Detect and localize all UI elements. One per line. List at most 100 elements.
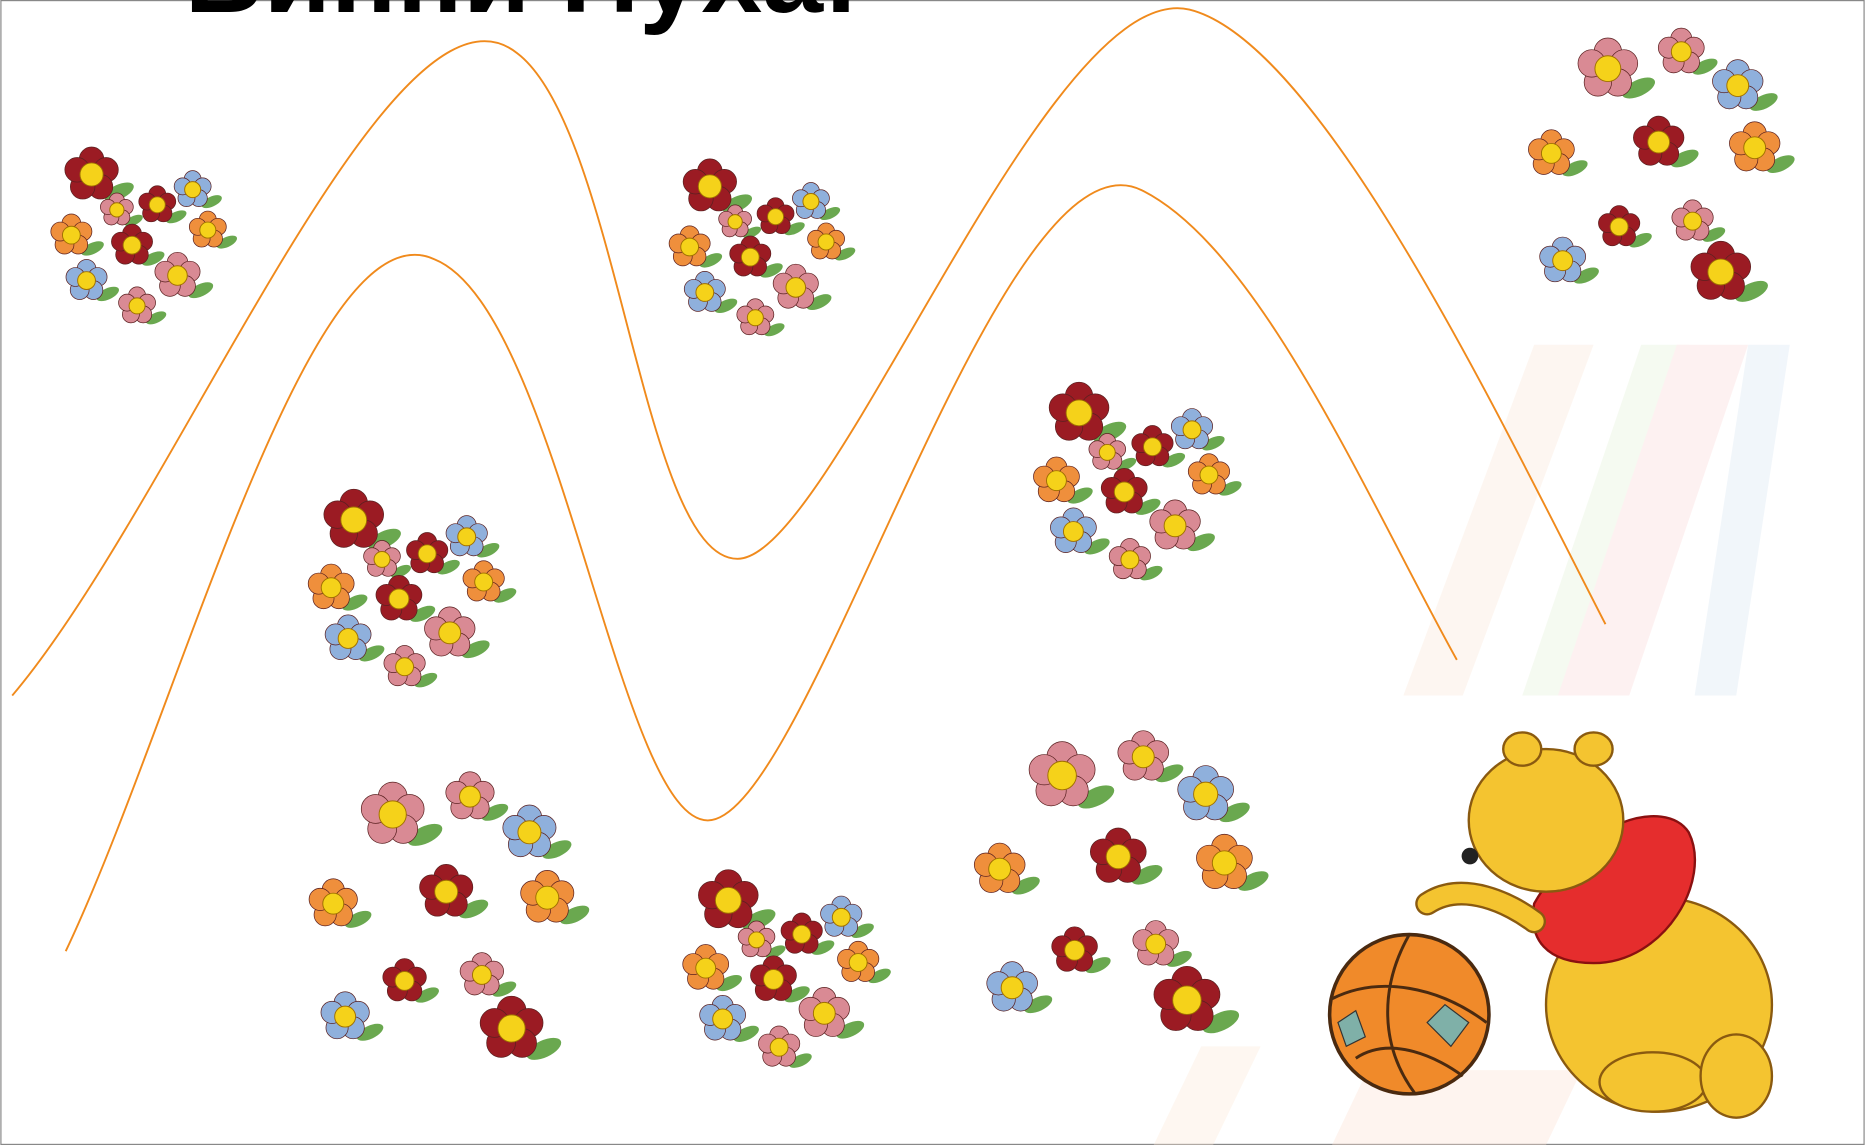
leaf [481, 803, 509, 821]
leaf [784, 222, 805, 236]
flower [360, 781, 443, 846]
flower [973, 842, 1040, 895]
flower [324, 614, 385, 662]
path-curve [11, 7, 1607, 697]
flower-center [378, 800, 407, 829]
flower-center [767, 208, 785, 226]
leaf [96, 286, 119, 302]
leaf [216, 235, 238, 249]
leaf [836, 1020, 865, 1039]
flower [668, 225, 723, 268]
flower [756, 197, 805, 236]
flower [173, 170, 222, 209]
flower [1089, 827, 1163, 885]
flower-center [474, 572, 494, 592]
leaf [1084, 538, 1110, 555]
flower-cluster [1528, 27, 1795, 302]
leaf [1162, 452, 1186, 468]
flower-center [457, 527, 477, 547]
flower [1108, 538, 1163, 581]
ball-patch [1337, 1009, 1367, 1048]
flower [375, 574, 436, 622]
leaf [714, 298, 738, 314]
flower-center [122, 235, 142, 255]
leaf [407, 823, 443, 846]
flower-center [459, 785, 481, 808]
flower [1177, 765, 1250, 823]
flower-center [373, 550, 391, 568]
flower-center [77, 271, 96, 290]
leaf [1187, 533, 1215, 552]
flower [50, 213, 104, 256]
leaf [1766, 155, 1795, 174]
flower-center [785, 277, 807, 298]
flower [111, 223, 165, 266]
leaf [1735, 280, 1768, 302]
flower [479, 995, 562, 1060]
flower-center [334, 1005, 357, 1028]
flower-center [1172, 985, 1202, 1015]
flower [1671, 199, 1726, 242]
pooh-foot [1598, 1051, 1708, 1113]
leaf [1139, 565, 1163, 581]
leaf [526, 1037, 562, 1060]
leaf [492, 981, 517, 997]
flower-center [1647, 130, 1671, 154]
flower-center [1609, 217, 1629, 237]
flower-center [1726, 74, 1750, 98]
leaf [1155, 764, 1184, 783]
leaf [359, 645, 385, 662]
leaf [461, 640, 490, 659]
flower-center [848, 953, 868, 972]
flower [1196, 833, 1269, 891]
leaf [1628, 232, 1652, 248]
flower [1088, 433, 1137, 471]
flower [406, 532, 460, 575]
flower-center [712, 1008, 734, 1030]
flower [138, 185, 187, 224]
leaf [542, 840, 572, 859]
flower [737, 920, 786, 959]
flower [792, 182, 841, 221]
leaf [1077, 785, 1115, 809]
flower-center [1065, 399, 1093, 427]
leaf [733, 1025, 759, 1042]
flower-cluster [50, 146, 238, 325]
leaf [811, 940, 835, 955]
flower-center [680, 237, 700, 257]
leaf [760, 263, 783, 278]
flower [307, 563, 368, 611]
flower [750, 955, 810, 1003]
flower [837, 940, 891, 984]
flower-center [417, 544, 437, 564]
flower [1539, 236, 1599, 284]
flower [807, 222, 856, 261]
flower-center [792, 924, 812, 944]
leaf [784, 986, 810, 1003]
flower-center [1145, 933, 1167, 955]
leaf [414, 672, 438, 688]
flower [363, 540, 412, 578]
flower-center [748, 931, 765, 949]
flower [772, 263, 832, 311]
flower [459, 952, 517, 997]
flower-center [740, 247, 760, 267]
flower-center [817, 233, 835, 251]
leaf [390, 564, 412, 578]
flower-center [1046, 470, 1067, 492]
flower-center [322, 892, 345, 915]
flower [65, 259, 119, 302]
pooh-ear [1502, 731, 1543, 767]
flower-center [1743, 136, 1767, 160]
flower [1132, 920, 1192, 967]
leaf [1218, 481, 1242, 496]
stripe [1522, 344, 1689, 696]
flower [1050, 507, 1110, 555]
flower-center [1199, 465, 1219, 485]
flower [736, 298, 785, 337]
leaf [1011, 876, 1040, 895]
flower [699, 995, 759, 1042]
flower-center [62, 225, 81, 245]
flower [1117, 730, 1184, 783]
